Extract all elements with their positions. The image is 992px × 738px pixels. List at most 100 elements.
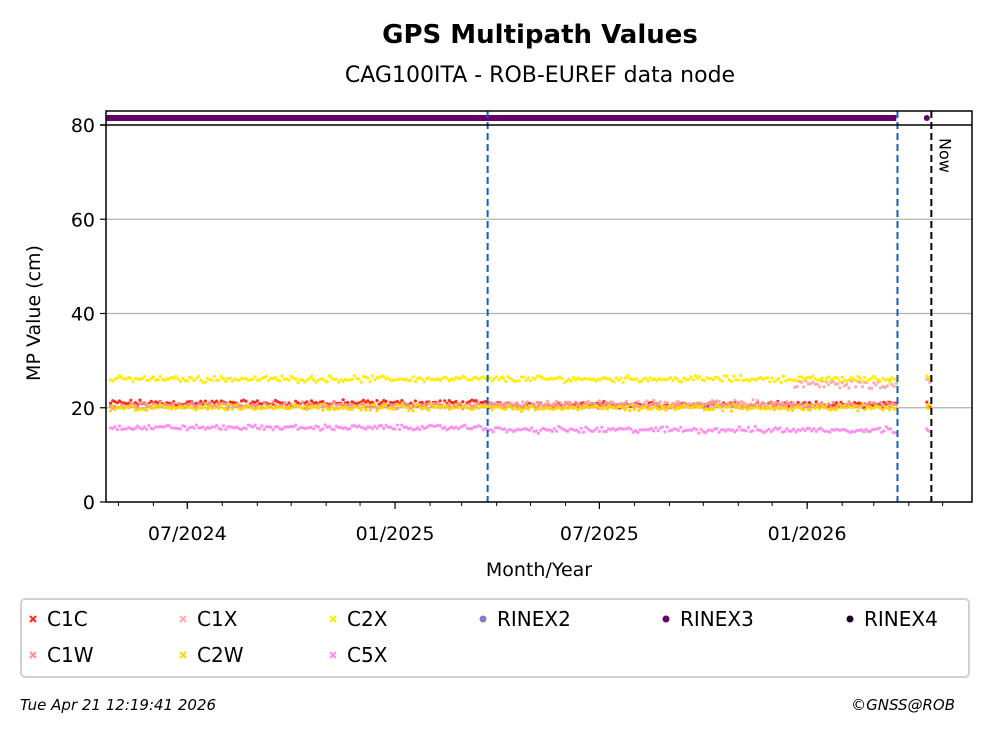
- data-point-c2w: [777, 406, 781, 411]
- data-point-c1x: [811, 380, 815, 384]
- data-point-c2x: [490, 379, 494, 383]
- data-point-c1w: [865, 403, 869, 407]
- data-point-c2x: [666, 377, 670, 381]
- data-point-c2w: [519, 409, 524, 413]
- data-point-c5x: [117, 424, 122, 428]
- data-point-c2w: [560, 408, 564, 412]
- data-point-c2x: [653, 377, 657, 381]
- data-point-c2x: [736, 378, 740, 382]
- data-point-c2x: [682, 376, 686, 380]
- data-point-c5x: [794, 430, 798, 434]
- data-point-c2w: [626, 404, 630, 408]
- legend-marker-x-icon: [179, 615, 187, 623]
- data-point-c5x: [600, 425, 604, 429]
- data-point-c5x: [258, 426, 262, 431]
- data-point-c1c: [366, 399, 370, 403]
- data-point-c2x: [720, 379, 725, 383]
- data-point-c2w: [212, 406, 216, 410]
- data-point-c5x: [864, 427, 868, 432]
- data-point-c1c: [149, 399, 153, 403]
- data-point-c2w: [117, 406, 122, 410]
- data-point-c2w: [359, 408, 363, 412]
- legend-marker-dot-icon: [479, 615, 487, 623]
- data-point-c1x: [717, 399, 721, 403]
- data-point-c2x: [617, 378, 621, 382]
- legend-marker-dot-icon: [662, 615, 670, 623]
- data-point-c5x: [375, 426, 379, 430]
- data-point-c2w: [206, 407, 210, 411]
- data-point-c2x: [366, 376, 370, 380]
- data-point-c2x: [355, 377, 359, 381]
- data-point-c1x: [860, 385, 865, 389]
- data-point-c5x: [715, 427, 719, 431]
- data-point-c5x: [823, 429, 827, 433]
- data-point-c5x: [215, 423, 219, 428]
- data-point-c2x: [865, 379, 869, 383]
- data-point-c2w: [219, 403, 223, 407]
- data-point-c2x: [888, 380, 892, 384]
- legend-label: C2W: [197, 643, 244, 667]
- data-point-c1w: [619, 402, 623, 406]
- data-point-c2w: [131, 404, 135, 408]
- data-point-c5x: [586, 427, 590, 431]
- data-point-c1w: [793, 403, 797, 407]
- data-point-c1w: [574, 400, 578, 404]
- data-point-c1c: [447, 399, 451, 403]
- data-point-c5x: [463, 423, 467, 427]
- data-point-c5x: [597, 429, 602, 433]
- data-point-c2w: [714, 403, 718, 408]
- data-point-c5x: [539, 428, 543, 432]
- data-point-c1c: [361, 398, 365, 402]
- data-point-c1x: [636, 400, 640, 404]
- data-point-c2w: [289, 406, 293, 410]
- data-point-c5x: [819, 426, 823, 430]
- data-point-c2x: [210, 378, 214, 382]
- data-point-c2w: [350, 407, 354, 411]
- data-point-c2w: [420, 407, 424, 411]
- data-point-c2w: [517, 407, 521, 411]
- data-point-c5x: [645, 428, 649, 432]
- data-point-c2w: [612, 406, 616, 410]
- data-point-c5x: [454, 425, 458, 429]
- data-point-c5x: [611, 426, 615, 430]
- data-point-c5x: [483, 426, 487, 430]
- data-point-c2x: [770, 376, 774, 380]
- data-point-c2x: [745, 378, 749, 382]
- data-point-c5x: [776, 427, 780, 431]
- data-point-c2x: [178, 379, 183, 383]
- data-point-c2x: [540, 375, 544, 380]
- data-point-c2x: [535, 374, 539, 378]
- data-point-c2w: [671, 404, 675, 408]
- legend-item-rinex3: RINEX3: [662, 607, 754, 631]
- legend-item-c1w: C1W: [29, 643, 94, 667]
- data-point-c2x: [194, 376, 198, 380]
- data-point-c2x: [370, 374, 375, 378]
- data-point-c2w: [422, 405, 426, 409]
- data-point-c2w: [343, 405, 347, 409]
- data-point-c2x: [224, 379, 228, 383]
- data-point-c2x: [822, 379, 826, 383]
- data-point-c1w: [768, 400, 772, 404]
- data-point-c5x: [559, 426, 563, 430]
- data-point-c2w: [863, 408, 867, 412]
- data-point-c2w: [314, 405, 318, 409]
- legend-label: RINEX4: [864, 607, 938, 631]
- data-point-c5x: [418, 428, 422, 432]
- data-point-c2w: [379, 406, 384, 410]
- data-point-c1c: [384, 399, 388, 404]
- data-point-c2x: [215, 378, 219, 382]
- data-point-c2x: [447, 379, 451, 383]
- data-point-c2w: [147, 403, 151, 407]
- rinex-bar-rinex3: [106, 115, 897, 121]
- data-point-c5x: [409, 426, 413, 430]
- data-point-c2w: [185, 405, 189, 409]
- data-point-c2x: [587, 377, 591, 381]
- data-point-c5x: [291, 425, 295, 429]
- data-point-c2w: [720, 409, 725, 413]
- data-point-c2w: [813, 406, 817, 410]
- data-point-c1x: [665, 400, 669, 404]
- data-point-c2x: [142, 374, 146, 379]
- data-point-c2w: [181, 406, 185, 410]
- data-point-c2x: [811, 374, 815, 378]
- data-point-c2x: [337, 380, 341, 384]
